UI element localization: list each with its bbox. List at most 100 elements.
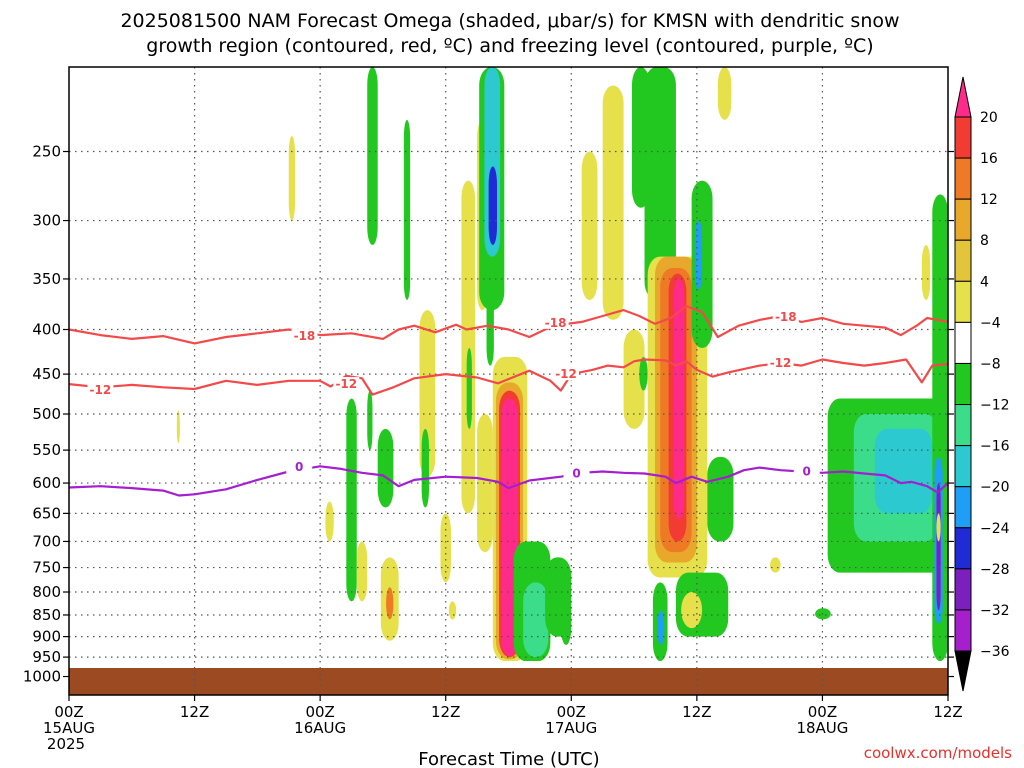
colorbar-swatch [954,116,972,159]
colorbar: 20 16 12 8 4 −4 −8 −12 −16 −20 −24 −28 −32 −36 [954,76,1010,692]
y-tick-label: 700 [32,532,61,550]
omega-region [488,166,497,245]
contour-label-bg [333,377,360,391]
colorbar-tick-label: 4 [980,274,989,290]
omega-region [681,592,703,629]
contour-label-bg [542,315,569,329]
contour-label-bg [291,329,318,343]
omega-region [936,513,941,542]
colorbar-tick-label: −32 [980,603,1010,619]
colorbar-swatch [954,568,972,611]
omega-region [486,256,494,366]
x-tick-label: 00Z [808,703,837,721]
y-tick-label: 650 [32,504,61,522]
omega-region [560,601,572,645]
x-tick-label: 12Z [682,703,711,721]
omega-region [581,151,598,300]
omega-region [602,85,624,320]
contour-label-bg [772,309,799,323]
contour-label: 0 [803,465,811,479]
omega-region [874,428,933,514]
y-tick-label: 300 [32,212,61,230]
contour-label: 0 [295,460,303,474]
colorbar-tick-label: −36 [980,644,1010,660]
omega-region [707,456,734,542]
omega-region [386,587,394,620]
colorbar-swatch [954,280,972,323]
y-tick-label: 450 [32,365,61,383]
colorbar-tick-label: 8 [980,233,989,249]
y-tick-label: 350 [32,270,61,288]
colorbar-swatch [954,362,972,406]
omega-region [936,483,941,611]
contour-label: -12 [555,367,577,381]
colorbar-tick-label: −24 [980,521,1010,537]
omega-region [367,67,378,245]
omega-region [346,398,357,602]
y-tick-label: 800 [32,583,61,601]
omega-region [644,67,676,300]
credit-text: coolwx.com/models [864,744,1012,762]
chart-title-line-1: 2025081500 NAM Forecast Omega (shaded, μ… [120,10,899,32]
omega-region [466,347,472,429]
colorbar-bottom-arrow [954,650,972,692]
colorbar-swatch [954,527,972,570]
colorbar-tick-label: 16 [980,151,998,167]
x-tick-date: 18AUG [796,719,848,737]
colorbar-swatch [954,445,972,488]
colorbar-top-arrow [954,76,972,118]
contour-label-bg [767,356,794,370]
y-axis: 250 300 350 400 450 500 550 600 650 700 750 800 850 9… [23,143,954,686]
colorbar-tick-label: −20 [980,480,1010,496]
x-tick-label: 00Z [305,703,334,721]
omega-region [770,557,781,573]
contour-label: -18 [545,316,567,330]
x-tick-label: 12Z [933,703,962,721]
x-tick-date: 17AUG [545,719,597,737]
contour-label: -12 [335,377,357,391]
x-tick-label: 12Z [180,703,209,721]
colorbar-swatch [954,157,972,200]
contour-label-bg [553,367,580,381]
colorbar-tick-label: −12 [980,398,1010,414]
contour-layer: -18 -18 -18 -12 -12 -12 -12 0 0 0 [68,305,949,497]
x-axis-title: Forecast Time (UTC) [418,749,599,768]
omega-region [356,541,368,602]
colorbar-tick-label: 20 [980,110,998,126]
omega-region [673,278,685,520]
contour-label: 0 [572,466,580,480]
y-tick-label: 400 [32,321,61,339]
contour-label: -12 [90,383,112,397]
colorbar-swatch [954,321,972,364]
x-tick-date: 15AUG [43,719,95,737]
contour-label-bg [286,459,313,473]
omega-region [403,119,411,300]
omega-region [657,610,665,645]
ground-below-surface [69,668,948,695]
contour-line [68,358,949,396]
y-tick-label: 250 [32,143,61,161]
y-tick-label: 850 [32,606,61,624]
x-tick-label: 12Z [431,703,460,721]
omega-region [367,390,373,451]
colorbar-tick-label: 12 [980,192,998,208]
y-tick-label: 550 [32,441,61,459]
colorbar-swatch [954,239,972,282]
omega-region [523,582,549,658]
contour-label: -18 [775,310,797,324]
contour-label-bg [563,466,590,480]
colorbar-tick-label: −28 [980,562,1010,578]
omega-region [325,501,334,542]
y-tick-label: 900 [32,628,61,646]
omega-shading-layer [176,67,948,662]
colorbar-tick-label: −16 [980,439,1010,455]
omega-region [477,414,493,553]
colorbar-tick-label: −4 [980,315,1001,331]
y-tick-label: 950 [32,648,61,666]
x-tick-date: 16AUG [294,719,346,737]
contour-label: -12 [770,356,792,370]
contour-label-bg [793,464,820,478]
omega-region [461,180,476,514]
